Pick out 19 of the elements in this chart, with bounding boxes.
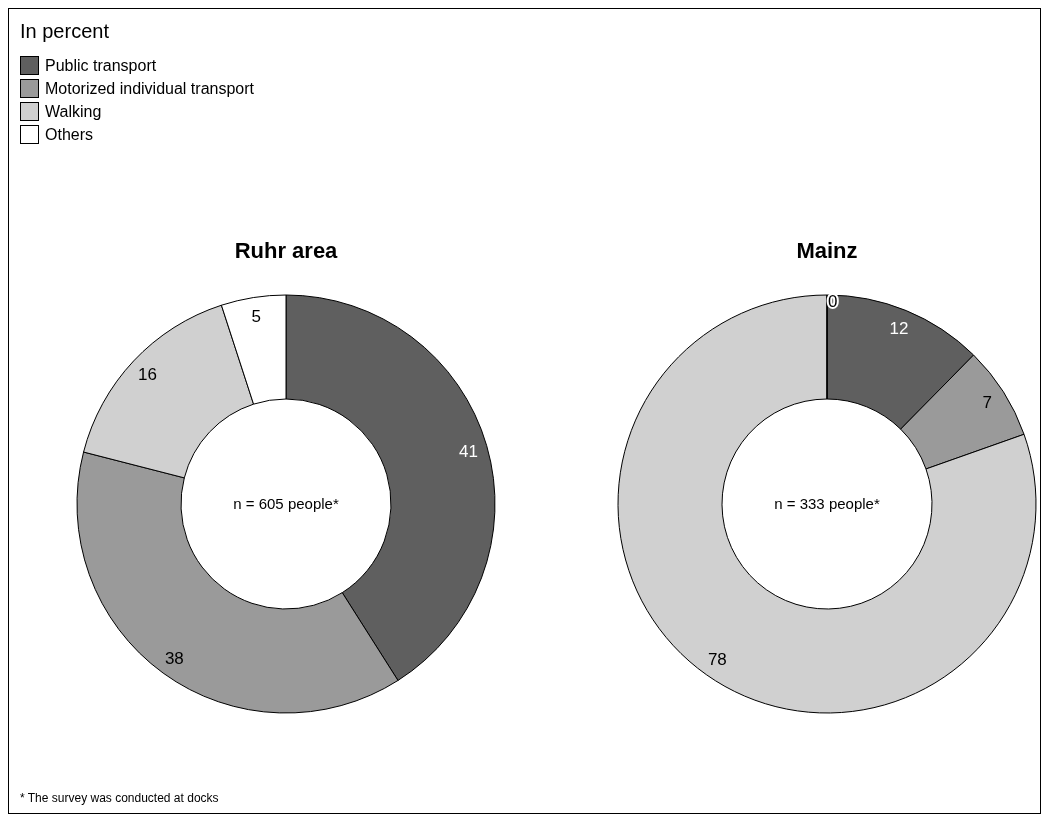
text: Ruhr area — [234, 238, 339, 263]
legend-label: Motorized individual transport — [45, 80, 255, 97]
text: n = 333 people* — [774, 495, 880, 513]
data-label: 12 — [889, 319, 909, 339]
text: n = 605 people* — [233, 495, 339, 513]
donut-slice — [617, 294, 1037, 714]
data-label: 78 — [707, 650, 727, 670]
text: 0 — [828, 292, 838, 311]
data-label: 38 — [164, 648, 184, 668]
legend-title: In percent — [20, 20, 110, 42]
data-label: 41 — [458, 441, 478, 461]
legend-label: Public transport — [45, 57, 157, 74]
data-label: 5 — [251, 307, 262, 327]
legend-label: Others — [45, 126, 94, 143]
text: * The survey was conducted at docks — [20, 791, 219, 805]
chart-title: Mainz — [796, 238, 858, 263]
data-label: 7 — [982, 392, 993, 412]
data-label: 16 — [138, 364, 157, 384]
legend-label: Walking — [45, 103, 102, 120]
